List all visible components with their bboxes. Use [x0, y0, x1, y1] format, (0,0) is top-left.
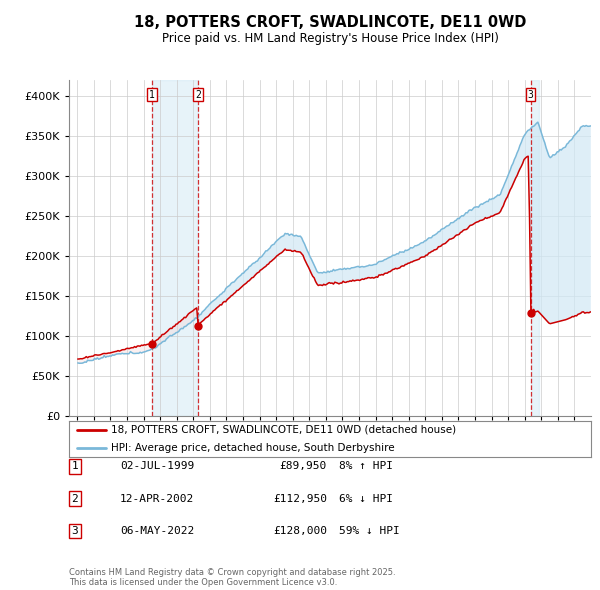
Text: 18, POTTERS CROFT, SWADLINCOTE, DE11 0WD: 18, POTTERS CROFT, SWADLINCOTE, DE11 0WD — [134, 15, 526, 30]
Text: HPI: Average price, detached house, South Derbyshire: HPI: Average price, detached house, Sout… — [111, 443, 394, 453]
Bar — [530, 80, 539, 416]
Text: 02-JUL-1999: 02-JUL-1999 — [120, 461, 194, 471]
Text: 3: 3 — [527, 90, 533, 100]
Text: 06-MAY-2022: 06-MAY-2022 — [120, 526, 194, 536]
Text: £128,000: £128,000 — [273, 526, 327, 536]
Text: 2: 2 — [71, 494, 79, 503]
Text: 8% ↑ HPI: 8% ↑ HPI — [339, 461, 393, 471]
Text: Contains HM Land Registry data © Crown copyright and database right 2025.
This d: Contains HM Land Registry data © Crown c… — [69, 568, 395, 587]
Text: 59% ↓ HPI: 59% ↓ HPI — [339, 526, 400, 536]
Bar — [152, 80, 198, 416]
Text: 6% ↓ HPI: 6% ↓ HPI — [339, 494, 393, 503]
Text: £112,950: £112,950 — [273, 494, 327, 503]
Text: 3: 3 — [71, 526, 79, 536]
Text: 18, POTTERS CROFT, SWADLINCOTE, DE11 0WD (detached house): 18, POTTERS CROFT, SWADLINCOTE, DE11 0WD… — [111, 425, 456, 435]
Text: £89,950: £89,950 — [280, 461, 327, 471]
Text: 2: 2 — [195, 90, 201, 100]
Text: 1: 1 — [149, 90, 155, 100]
Text: Price paid vs. HM Land Registry's House Price Index (HPI): Price paid vs. HM Land Registry's House … — [161, 32, 499, 45]
Text: 1: 1 — [71, 461, 79, 471]
Text: 12-APR-2002: 12-APR-2002 — [120, 494, 194, 503]
